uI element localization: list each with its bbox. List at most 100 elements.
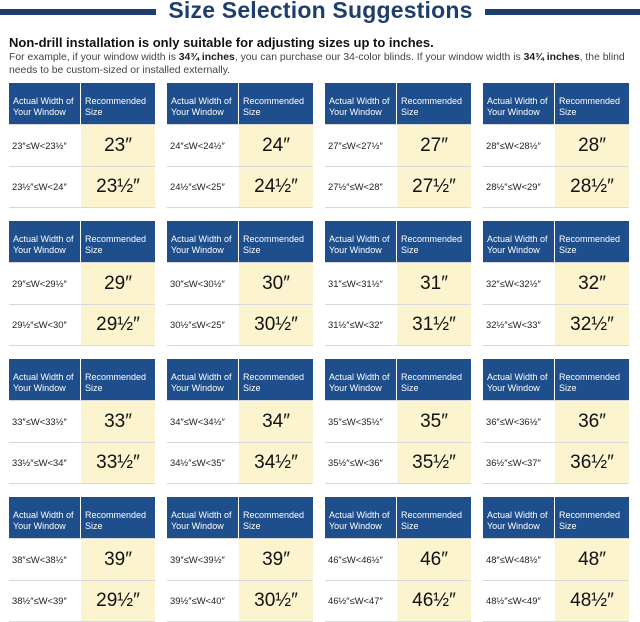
table-row: 36½″≤W<37″ 36½″ [483,441,629,484]
recommended-size: 23″ [81,125,155,166]
note-body-mid: , you can purchase our 34-color blinds. … [234,52,524,63]
header-actual-width: Actual Width of Your Window [483,83,555,125]
table-header: Actual Width of Your Window Recommended S… [167,221,313,263]
recommended-size: 29½″ [81,580,155,622]
width-range: 23½″≤W<24″ [9,166,81,208]
installation-note: Non-drill installation is only suitable … [9,34,634,77]
table-row: 38½″≤W<39″ 29½″ [9,579,155,622]
table-header: Actual Width of Your Window Recommended S… [325,497,471,539]
page-title: Size Selection Suggestions [168,0,473,23]
table-row: 33″≤W<33½″ 33″ [9,400,155,442]
table-header: Actual Width of Your Window Recommended S… [483,497,629,539]
recommended-size: 23½″ [81,166,155,208]
title-bar-left [0,9,156,15]
header-actual-width: Actual Width of Your Window [483,359,555,401]
table-row: 32½″≤W<33″ 32½″ [483,303,629,346]
table-row: 23″≤W<23½″ 23″ [9,124,155,166]
width-range: 38½″≤W<39″ [9,580,81,622]
table-header: Actual Width of Your Window Recommended S… [9,83,155,125]
size-table-grid: Actual Width of Your Window Recommended S… [9,83,632,622]
header-actual-width: Actual Width of Your Window [483,221,555,263]
header-recommended-size: Recommended Size [243,234,305,255]
table-header: Actual Width of Your Window Recommended S… [167,497,313,539]
note-body-prefix: For example, if your window width is [9,52,179,63]
width-range: 23″≤W<23½″ [9,125,81,166]
recommended-size: 33½″ [81,442,155,484]
table-row: 34½″≤W<35″ 34½″ [167,441,313,484]
size-table: Actual Width of Your Window Recommended S… [167,359,313,484]
title-bar-right [485,9,640,15]
table-row: 46″≤W<46½″ 46″ [325,538,471,580]
table-row: 35½″≤W<36″ 35½″ [325,441,471,484]
size-table: Actual Width of Your Window Recommended S… [167,83,313,208]
header-recommended-size: Recommended Size [85,96,147,117]
size-table: Actual Width of Your Window Recommended S… [9,83,155,208]
header-actual-width: Actual Width of Your Window [9,497,81,539]
width-range: 36″≤W<36½″ [483,401,555,442]
note-body: For example, if your window width is 34¾… [9,52,634,77]
recommended-size: 24½″ [239,166,313,208]
width-range: 31″≤W<31½″ [325,263,397,304]
width-range: 48″≤W<48½″ [483,539,555,580]
size-table: Actual Width of Your Window Recommended S… [167,221,313,346]
recommended-size: 39″ [81,539,155,580]
width-range: 32½″≤W<33″ [483,304,555,346]
width-range: 38″≤W<38½″ [9,539,81,580]
table-header: Actual Width of Your Window Recommended S… [167,359,313,401]
table-header: Actual Width of Your Window Recommended S… [325,83,471,125]
table-row: 48″≤W<48½″ 48″ [483,538,629,580]
header-recommended-size: Recommended Size [559,372,621,393]
recommended-size: 29½″ [81,304,155,346]
size-table: Actual Width of Your Window Recommended S… [325,359,471,484]
size-table: Actual Width of Your Window Recommended S… [483,497,629,622]
header-recommended-size: Recommended Size [401,510,463,531]
width-range: 33″≤W<33½″ [9,401,81,442]
header-actual-width: Actual Width of Your Window [483,497,555,539]
size-table: Actual Width of Your Window Recommended S… [167,497,313,622]
recommended-size: 32½″ [555,304,629,346]
header-recommended-size: Recommended Size [85,234,147,255]
width-range: 34″≤W<34½″ [167,401,239,442]
width-range: 29″≤W<29½″ [9,263,81,304]
table-row: 31″≤W<31½″ 31″ [325,262,471,304]
table-header: Actual Width of Your Window Recommended S… [483,359,629,401]
width-range: 35″≤W<35½″ [325,401,397,442]
recommended-size: 28″ [555,125,629,166]
width-range: 31½″≤W<32″ [325,304,397,346]
width-range: 28″≤W<28½″ [483,125,555,166]
header-recommended-size: Recommended Size [85,510,147,531]
header-recommended-size: Recommended Size [243,510,305,531]
size-table: Actual Width of Your Window Recommended S… [483,83,629,208]
recommended-size: 48″ [555,539,629,580]
recommended-size: 39″ [239,539,313,580]
width-range: 39½″≤W<40″ [167,580,239,622]
table-header: Actual Width of Your Window Recommended S… [9,497,155,539]
width-range: 24½″≤W<25″ [167,166,239,208]
width-range: 30½″≤W<25″ [167,304,239,346]
header-recommended-size: Recommended Size [559,510,621,531]
width-range: 36½″≤W<37″ [483,442,555,484]
recommended-size: 48½″ [555,580,629,622]
recommended-size: 36″ [555,401,629,442]
size-table: Actual Width of Your Window Recommended S… [325,497,471,622]
size-table: Actual Width of Your Window Recommended S… [9,221,155,346]
recommended-size: 35½″ [397,442,471,484]
table-row: 36″≤W<36½″ 36″ [483,400,629,442]
header-actual-width: Actual Width of Your Window [325,359,397,401]
table-row: 39½″≤W<40″ 30½″ [167,579,313,622]
table-header: Actual Width of Your Window Recommended S… [9,221,155,263]
table-header: Actual Width of Your Window Recommended S… [483,221,629,263]
recommended-size: 30½″ [239,304,313,346]
table-row: 29½″≤W<30″ 29½″ [9,303,155,346]
width-range: 34½″≤W<35″ [167,442,239,484]
table-row: 24″≤W<24½″ 24″ [167,124,313,166]
recommended-size: 31″ [397,263,471,304]
header-recommended-size: Recommended Size [243,372,305,393]
width-range: 46½″≤W<47″ [325,580,397,622]
size-table: Actual Width of Your Window Recommended S… [325,221,471,346]
header-actual-width: Actual Width of Your Window [9,83,81,125]
recommended-size: 27″ [397,125,471,166]
recommended-size: 29″ [81,263,155,304]
recommended-size: 31½″ [397,304,471,346]
width-range: 29½″≤W<30″ [9,304,81,346]
